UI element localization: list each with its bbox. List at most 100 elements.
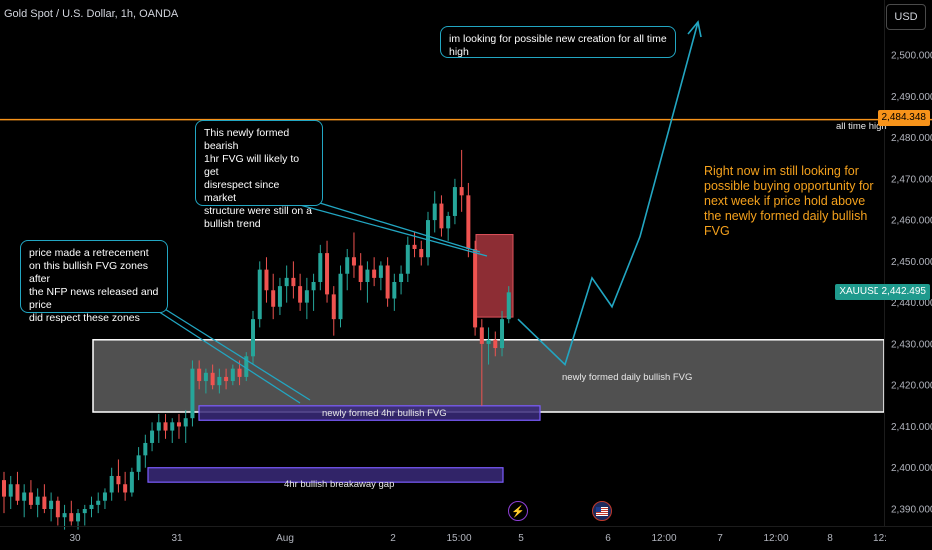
candle-body xyxy=(62,513,67,518)
price-tick-label: 2,470.000 xyxy=(891,174,932,185)
candle-body xyxy=(197,368,202,382)
candle-body xyxy=(466,195,471,249)
price-tick-label: 2,480.000 xyxy=(891,133,932,144)
candle-body xyxy=(338,273,343,320)
time-tick-label: 12:00 xyxy=(651,533,676,544)
symbol-title[interactable]: Gold Spot / U.S. Dollar, 1h, OANDA xyxy=(4,8,179,20)
candle-body xyxy=(251,319,256,357)
time-axis-separator xyxy=(0,526,932,527)
candle-body xyxy=(82,509,87,514)
candle-body xyxy=(163,422,168,431)
candle-body xyxy=(143,442,148,456)
candle-body xyxy=(452,187,457,216)
candle-body xyxy=(123,484,128,493)
retracement-callout-line: price made a retrecement xyxy=(29,247,149,259)
retracement-callout-pointer xyxy=(149,305,301,404)
top-callout-text: im looking for possible new creation for… xyxy=(449,33,667,58)
candle-body xyxy=(459,187,464,196)
retracement-callout-pointer xyxy=(159,305,311,401)
price-axis-separator xyxy=(884,0,885,526)
candle-body xyxy=(506,292,511,320)
bearish-callout-line: bullish trend xyxy=(204,218,261,230)
ath-price-badge: 2,484.348 xyxy=(877,110,930,126)
candle-body xyxy=(284,277,289,287)
candle-body xyxy=(230,368,235,382)
candle-body xyxy=(150,430,155,443)
candle-body xyxy=(345,257,350,274)
time-tick-label: 2 xyxy=(390,533,396,544)
retracement-callout-line: did respect these zones xyxy=(29,312,140,324)
candle-body xyxy=(224,376,229,382)
candle-body xyxy=(311,282,316,291)
candle-body xyxy=(257,269,262,320)
candle-body xyxy=(210,372,215,386)
candle-body xyxy=(399,273,404,282)
bearish-fvg-callout: This newly formed bearish 1hr FVG will l… xyxy=(195,120,323,230)
fvg-4h-label: newly formed 4hr bullish FVG xyxy=(322,408,447,419)
all-time-high-label: all time high xyxy=(836,121,887,132)
candle-body xyxy=(479,327,484,344)
daily-fvg-label: newly formed daily bullish FVG xyxy=(562,372,693,383)
candle-body xyxy=(156,422,161,431)
candle-body xyxy=(439,203,444,229)
candle-body xyxy=(2,480,6,497)
candle-body xyxy=(473,248,478,328)
us-flag-icon[interactable] xyxy=(592,501,612,521)
bearish-callout-line: disrespect since market xyxy=(204,179,280,204)
bearish-callout-line: structure were still on a xyxy=(204,205,312,217)
candle-body xyxy=(8,484,13,497)
candle-body xyxy=(176,422,181,427)
candle-body xyxy=(412,244,417,249)
projection-arrowhead xyxy=(687,20,702,38)
candle-body xyxy=(28,492,33,505)
retracement-callout-line: on this bullish FVG zones after xyxy=(29,260,149,285)
price-tick-label: 2,400.000 xyxy=(891,463,932,474)
price-tick-label: 2,420.000 xyxy=(891,381,932,392)
time-tick-label: 7 xyxy=(717,533,723,544)
lightning-icon[interactable]: ⚡ xyxy=(508,501,528,521)
candle-body xyxy=(351,257,356,266)
price-tick-label: 2,460.000 xyxy=(891,216,932,227)
candle-body xyxy=(237,368,242,377)
candle-body xyxy=(291,277,296,287)
retracement-callout-line: the NFP news released and price xyxy=(29,286,159,311)
time-tick-label: 5 xyxy=(518,533,524,544)
candle-body xyxy=(170,422,175,431)
price-tick-label: 2,440.000 xyxy=(891,298,932,309)
time-tick-label: 12:00 xyxy=(763,533,788,544)
candle-body xyxy=(378,265,383,278)
time-tick-label: 8 xyxy=(827,533,833,544)
candle-body xyxy=(96,500,101,505)
candle-body xyxy=(358,265,363,282)
currency-button[interactable]: USD xyxy=(886,4,926,30)
candle-body xyxy=(217,376,222,386)
top-callout: im looking for possible new creation for… xyxy=(440,26,676,58)
candle-body xyxy=(102,492,107,501)
price-tick-label: 2,500.000 xyxy=(891,51,932,62)
candle-body xyxy=(432,203,437,221)
candle-body xyxy=(486,339,491,344)
candle-body xyxy=(405,244,410,274)
candle-body xyxy=(244,356,249,377)
candle-body xyxy=(35,496,40,505)
projection-path xyxy=(517,21,699,367)
bearish-callout-line: This newly formed bearish xyxy=(204,127,290,152)
breakaway-gap-label: 4hr bullish breakaway gap xyxy=(284,479,395,490)
candle-body xyxy=(55,500,60,518)
candle-body xyxy=(325,253,330,295)
time-tick-label: 31 xyxy=(171,533,183,544)
time-tick-label: 12: xyxy=(873,533,887,544)
breakaway-gap-zone xyxy=(147,467,504,483)
candle-body xyxy=(318,253,323,282)
candle-body xyxy=(203,372,208,382)
candle-body xyxy=(264,269,269,291)
candle-body xyxy=(69,513,74,522)
outlook-note: Right now im still looking for possible … xyxy=(704,164,874,238)
candle-body xyxy=(22,492,27,501)
candle-body xyxy=(331,294,336,320)
candle-body xyxy=(419,248,424,258)
bearish-callout-pointer xyxy=(309,199,481,253)
candle-body xyxy=(385,265,390,299)
